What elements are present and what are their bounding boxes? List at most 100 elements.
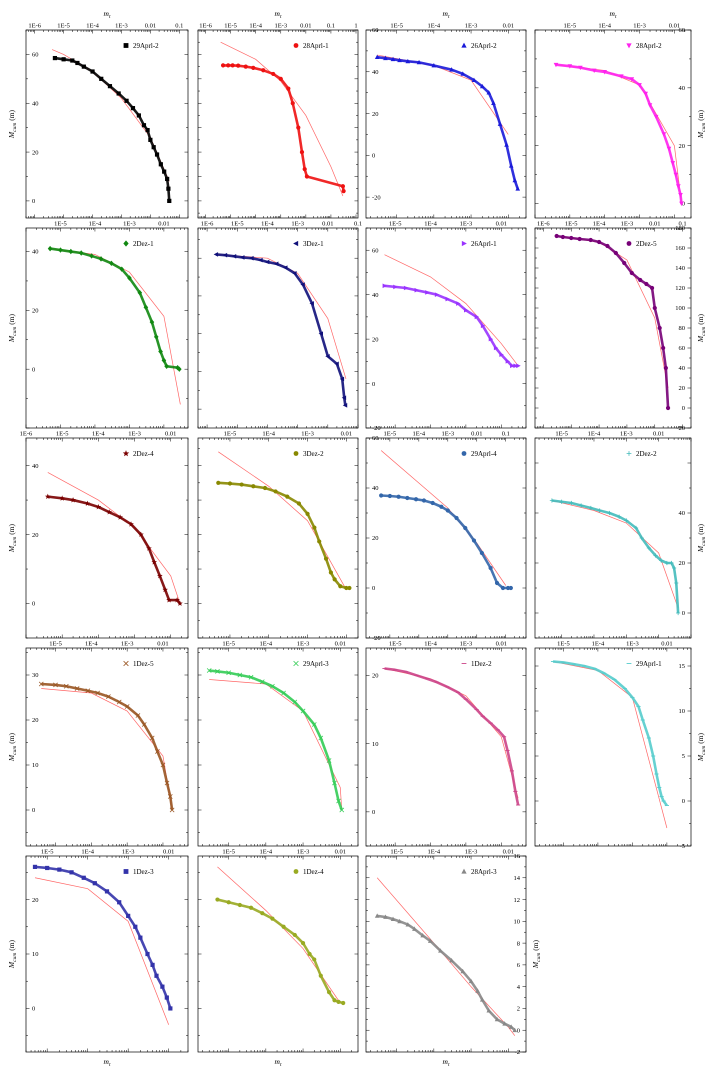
data-point	[169, 807, 175, 813]
data-point	[644, 281, 649, 287]
data-point	[643, 91, 648, 97]
plot-frame	[534, 29, 692, 219]
fit-curve	[34, 877, 170, 1025]
data-trace	[556, 234, 670, 409]
data-point	[158, 348, 163, 355]
plot-area	[550, 660, 669, 829]
data-point	[262, 485, 268, 491]
data-point	[679, 201, 684, 207]
data-point	[226, 900, 231, 905]
panel-3Dez-2: 1E-5 1E-4 1E-3 0.01 3Dez-2	[197, 431, 359, 639]
data-point	[508, 163, 514, 168]
data-point	[342, 403, 348, 408]
data-point	[607, 510, 612, 516]
data-point	[243, 64, 248, 69]
y-tick-label: 20	[372, 336, 379, 343]
data-point	[460, 968, 466, 974]
x-tick-label: 1E-3	[460, 221, 473, 228]
data-point	[230, 63, 235, 68]
data-point	[95, 690, 101, 696]
x-tick-label: 1E-3	[291, 221, 304, 228]
plot-frame	[25, 855, 189, 1053]
data-point	[617, 514, 622, 519]
data-point	[226, 63, 231, 68]
y-tick-label: 0	[372, 381, 375, 388]
data-point	[340, 184, 346, 189]
data-point	[270, 916, 275, 921]
y-tick-label: 160	[675, 245, 685, 252]
fit-curve	[551, 500, 679, 609]
plot-area	[220, 41, 346, 197]
y-tick-label: 6	[517, 962, 521, 969]
y-tick-label: 0	[682, 405, 685, 412]
data-point	[124, 704, 130, 709]
data-point	[53, 682, 58, 688]
data-point	[339, 807, 345, 813]
x-tick-label: 1E-5	[390, 23, 403, 30]
axis-title: Mcum (m)	[7, 939, 18, 969]
data-point	[92, 881, 97, 886]
data-point	[639, 535, 644, 541]
data-point	[162, 586, 168, 593]
x-tick-label: 1E-6	[199, 23, 212, 30]
data-point	[405, 58, 411, 64]
data-point	[123, 240, 129, 247]
x-tick-label: 1E-4	[85, 641, 98, 648]
data-point	[374, 54, 380, 60]
data-point	[251, 65, 256, 70]
data-point	[237, 902, 242, 908]
y-tick-label: 0	[372, 153, 375, 160]
data-point	[281, 924, 286, 929]
x-tick-label: 1E-3	[465, 23, 478, 30]
data-point	[38, 681, 44, 687]
x-tick-label: 1E-6	[20, 431, 33, 438]
x-tick-label: 1E-4	[262, 431, 275, 438]
data-point	[554, 233, 559, 239]
data-point	[326, 990, 332, 995]
data-point	[123, 869, 129, 874]
data-point	[278, 76, 283, 81]
data-point	[647, 103, 653, 108]
data-point	[502, 1021, 507, 1026]
data-point	[177, 600, 183, 606]
data-point	[602, 70, 607, 75]
y-tick-label: 60	[372, 435, 379, 442]
x-tick-label: 0.01	[157, 641, 168, 648]
data-point	[449, 67, 454, 72]
data-point	[390, 916, 396, 922]
data-point	[300, 941, 306, 946]
plot-area	[553, 62, 684, 207]
y-tick-label: 20	[679, 560, 686, 567]
data-point	[390, 56, 396, 62]
y-tick-label: 0	[32, 198, 35, 205]
data-point	[674, 580, 679, 586]
panel-1Dez-4: 1E-5 1E-4 1E-3 0.01 mt 1Dez-4	[197, 849, 359, 1068]
axis-title: mt	[275, 9, 282, 20]
data-point	[318, 735, 324, 741]
data-point	[569, 500, 574, 506]
data-point	[567, 64, 573, 69]
data-point	[405, 922, 411, 927]
data-point	[281, 690, 286, 696]
x-tick-label: 1E-4	[424, 641, 437, 648]
x-tick-label: 0.01	[322, 221, 333, 228]
data-point	[479, 997, 485, 1002]
data-point	[678, 192, 683, 198]
x-tick-label: 0.01	[503, 849, 514, 856]
data-point	[488, 565, 493, 571]
data-point	[166, 597, 172, 603]
data-point	[151, 559, 158, 565]
data-trace	[47, 495, 181, 605]
data-point	[162, 169, 167, 174]
data-point	[260, 911, 265, 916]
data-point	[454, 515, 459, 521]
plot-frame	[365, 647, 527, 847]
data-point	[299, 149, 305, 155]
fit-curve	[556, 235, 669, 389]
y-tick-label: 40	[679, 365, 686, 372]
data-point	[84, 500, 91, 506]
data-point	[328, 570, 333, 575]
data-point	[669, 560, 674, 566]
axis-title: Mcum (m)	[696, 732, 707, 762]
fit-curve	[50, 248, 181, 405]
